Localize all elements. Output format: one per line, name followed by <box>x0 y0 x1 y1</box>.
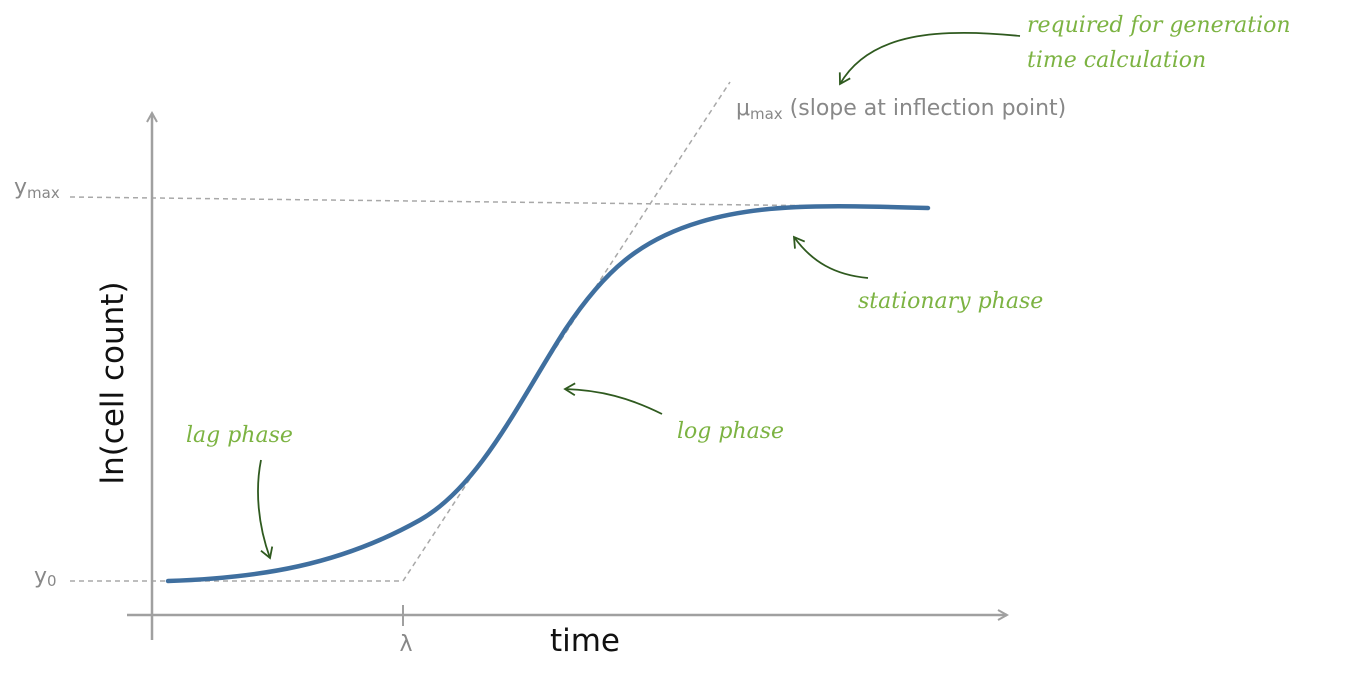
lambda-label: λ <box>399 632 412 657</box>
log-phase-annotation: log phase <box>677 419 784 444</box>
generation-time-annotation: required for generation time calculation <box>1027 13 1298 73</box>
x-axis-title: time <box>550 623 620 659</box>
generation-time-arrow <box>838 31 1021 86</box>
y-max-label: ymax <box>14 175 60 202</box>
mu-max-label-suffix: (slope at inflection point) <box>783 96 1067 121</box>
growth-curve <box>165 204 931 584</box>
mu-max-label-base: μ <box>736 96 750 121</box>
lag-phase-annotation: lag phase <box>186 423 293 448</box>
y-max-label-base: y <box>14 175 27 200</box>
stationary-phase-arrow <box>792 235 869 279</box>
mu-max-label-sub: max <box>750 105 783 123</box>
y0-label-sub: 0 <box>47 572 57 590</box>
y-axis-title: ln(cell count) <box>95 281 131 484</box>
stationary-phase-annotation: stationary phase <box>858 289 1043 314</box>
y-max-label-sub: max <box>27 184 60 202</box>
lag-phase-arrow <box>257 459 274 560</box>
y0-label-base: y <box>34 564 47 589</box>
y-max-guide <box>69 196 926 208</box>
mu-max-label: μmax (slope at inflection point) <box>736 96 1066 123</box>
generation-time-annotation-line-2: time calculation <box>1027 48 1206 73</box>
y0-label: y0 <box>34 564 57 590</box>
log-phase-arrow <box>563 382 663 415</box>
generation-time-annotation-line-1: required for generation <box>1027 13 1291 38</box>
